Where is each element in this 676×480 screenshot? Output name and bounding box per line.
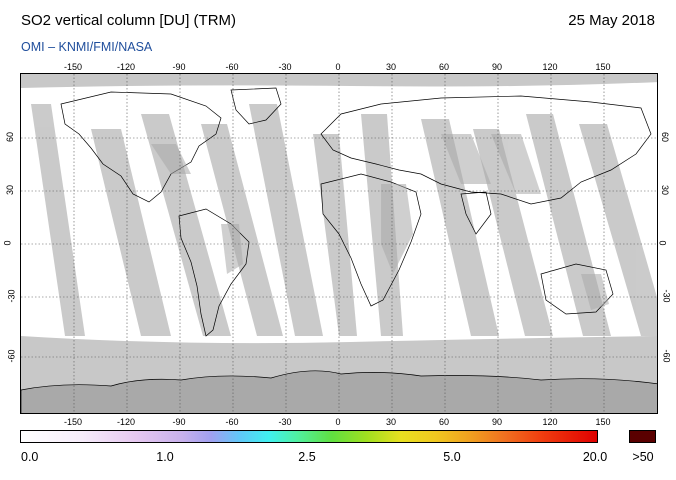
lon-tick-bottom: 30 bbox=[385, 417, 397, 427]
north-america bbox=[60, 91, 222, 203]
colorbar-label: 5.0 bbox=[443, 450, 461, 464]
land-shade bbox=[221, 224, 243, 274]
lon-tick-top: 90 bbox=[491, 62, 503, 72]
arctic-no-data bbox=[21, 74, 657, 88]
map-canvas bbox=[21, 74, 657, 413]
lon-tick-bottom: -120 bbox=[116, 417, 136, 427]
lon-tick-top: 150 bbox=[595, 62, 611, 72]
lat-tick-right: 30 bbox=[660, 184, 671, 196]
lon-tick-bottom: -60 bbox=[225, 417, 239, 427]
swath-gap bbox=[421, 119, 499, 336]
swath-gap bbox=[579, 124, 657, 336]
colorbar-overflow-swatch bbox=[629, 430, 656, 443]
swath-gap bbox=[31, 104, 85, 336]
data-credit: OMI – KNMI/FMI/NASA bbox=[21, 40, 153, 54]
lon-tick-bottom: -30 bbox=[278, 417, 292, 427]
lon-tick-bottom: 90 bbox=[491, 417, 503, 427]
lon-tick-top: -120 bbox=[116, 62, 136, 72]
lon-tick-top: -90 bbox=[172, 62, 186, 72]
swath-gap bbox=[249, 104, 323, 336]
lon-tick-top: 60 bbox=[438, 62, 450, 72]
land-shade bbox=[381, 184, 413, 274]
land-shade bbox=[581, 274, 609, 310]
lon-tick-bottom: 0 bbox=[335, 417, 341, 427]
lat-tick-left: 30 bbox=[5, 184, 16, 196]
eurasia bbox=[320, 95, 652, 205]
colorbar-label: 20.0 bbox=[582, 450, 608, 464]
lat-tick-left: -60 bbox=[6, 349, 17, 363]
lon-tick-top: -60 bbox=[225, 62, 239, 72]
antarctica bbox=[21, 370, 657, 413]
lon-tick-bottom: 150 bbox=[595, 417, 611, 427]
lon-tick-top: -30 bbox=[278, 62, 292, 72]
lon-tick-top: -150 bbox=[63, 62, 83, 72]
land-shade bbox=[491, 134, 541, 194]
lat-tick-right: 60 bbox=[660, 131, 671, 143]
map-title: SO2 vertical column [DU] (TRM) bbox=[21, 12, 237, 29]
colorbar-label: 0.0 bbox=[21, 450, 39, 464]
swath-gap bbox=[201, 124, 283, 336]
swath-gap bbox=[473, 129, 553, 336]
swath-gap bbox=[91, 129, 171, 336]
lat-tick-left: -30 bbox=[6, 289, 17, 303]
world-map bbox=[20, 73, 658, 414]
colorbar bbox=[20, 430, 598, 443]
lon-tick-top: 30 bbox=[385, 62, 397, 72]
lon-tick-top: 120 bbox=[542, 62, 558, 72]
lat-tick-left: 0 bbox=[2, 240, 13, 246]
lat-tick-right: -60 bbox=[661, 349, 672, 363]
colorbar-label: >50 bbox=[632, 450, 654, 464]
land-shade bbox=[441, 134, 491, 184]
india bbox=[460, 191, 492, 235]
map-date: 25 May 2018 bbox=[568, 12, 655, 29]
swath-gap bbox=[141, 114, 231, 336]
lat-tick-left: 60 bbox=[5, 131, 16, 143]
africa bbox=[320, 173, 422, 307]
colorbar-label: 1.0 bbox=[156, 450, 174, 464]
lon-tick-bottom: -90 bbox=[172, 417, 186, 427]
lon-tick-bottom: -150 bbox=[63, 417, 83, 427]
lon-tick-bottom: 60 bbox=[438, 417, 450, 427]
lon-tick-top: 0 bbox=[335, 62, 341, 72]
greenland bbox=[230, 87, 282, 125]
colorbar-label: 2.5 bbox=[298, 450, 316, 464]
lon-tick-bottom: 120 bbox=[542, 417, 558, 427]
land-shade bbox=[151, 144, 191, 174]
swath-gap bbox=[313, 134, 357, 336]
lat-tick-right: -30 bbox=[661, 289, 672, 303]
lat-tick-right: 0 bbox=[657, 240, 668, 246]
